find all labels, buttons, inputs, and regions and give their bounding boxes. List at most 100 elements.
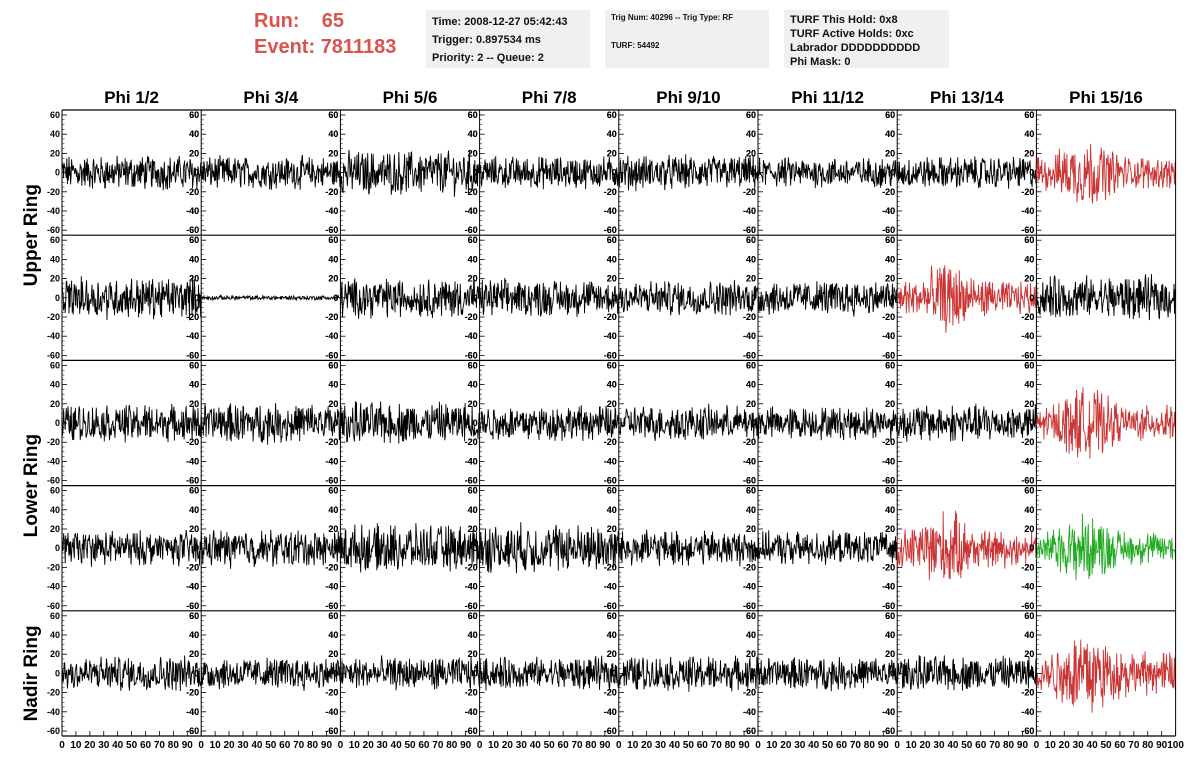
x-tick-label-0-2: 20: [84, 740, 96, 751]
left-tick-label-2-2-5: -40: [325, 456, 338, 466]
right-tick-label-4-4-1: 40: [746, 630, 756, 640]
right-tick-label-0-2-1: 40: [468, 129, 478, 139]
x-tick-label-5-4: 40: [808, 740, 820, 751]
right-tick-label-0-5-5: -40: [882, 206, 895, 216]
left-tick-label-1-4-1: 40: [607, 254, 617, 264]
left-tick-label-0-5-6: -60: [743, 225, 756, 235]
x-tick-label-0-8: 80: [168, 740, 180, 751]
left-tick-label-3-0-3: 0: [55, 543, 60, 553]
right-tick-label-3-4-6: -60: [743, 601, 756, 611]
x-tick-label-6-4: 40: [947, 740, 959, 751]
right-tick-label-2-3-2: 20: [607, 399, 617, 409]
left-tick-label-4-5-4: -20: [743, 688, 756, 698]
left-tick-label-0-4-4: -20: [604, 187, 617, 197]
right-tick-label-0-6-5: -40: [1021, 206, 1034, 216]
left-tick-label-2-5-5: -40: [743, 456, 756, 466]
left-tick-label-4-3-1: 40: [468, 630, 478, 640]
right-tick-label-3-6-0: 60: [1024, 486, 1034, 496]
right-tick-label-3-1-5: -40: [325, 582, 338, 592]
left-tick-label-3-6-2: 20: [885, 524, 895, 534]
right-tick-label-2-4-4: -20: [743, 437, 756, 447]
x-tick-label-6-5: 50: [961, 740, 973, 751]
right-tick-label-3-0-4: -20: [186, 562, 199, 572]
x-tick-label-0-3: 30: [98, 740, 110, 751]
left-tick-label-0-4-0: 60: [607, 110, 617, 120]
waveform-3-5: [757, 530, 898, 565]
left-tick-label-1-7-6: -60: [1021, 350, 1034, 360]
right-tick-label-2-2-2: 20: [468, 399, 478, 409]
right-tick-label-1-2-6: -60: [465, 350, 478, 360]
right-tick-label-2-2-3: 0: [473, 418, 478, 428]
left-tick-label-0-3-2: 20: [468, 148, 478, 158]
left-tick-label-3-4-3: 0: [612, 543, 617, 553]
x-tick-label-7-5: 50: [1100, 740, 1112, 751]
left-tick-label-1-0-0: 60: [50, 235, 60, 245]
left-tick-label-2-7-3: 0: [1029, 418, 1034, 428]
x-tick-label-3-3: 30: [516, 740, 528, 751]
right-tick-label-4-2-1: 40: [468, 630, 478, 640]
x-tick-label-5-1: 10: [766, 740, 778, 751]
left-tick-label-4-7-4: -20: [1021, 688, 1034, 698]
right-tick-label-0-3-2: 20: [607, 148, 617, 158]
left-tick-label-1-5-4: -20: [743, 312, 756, 322]
left-tick-label-1-1-3: 0: [194, 293, 199, 303]
right-tick-label-1-6-0: 60: [1024, 235, 1034, 245]
left-tick-label-1-6-4: -20: [882, 312, 895, 322]
left-tick-label-1-7-5: -40: [1021, 331, 1034, 341]
right-tick-label-1-1-5: -40: [325, 331, 338, 341]
left-tick-label-1-6-0: 60: [885, 235, 895, 245]
right-tick-label-0-0-4: -20: [186, 187, 199, 197]
left-tick-label-2-0-6: -60: [47, 476, 60, 486]
left-tick-label-0-2-5: -40: [325, 206, 338, 216]
right-tick-label-3-6-5: -40: [1021, 582, 1034, 592]
x-tick-label-5-3: 30: [794, 740, 806, 751]
left-tick-label-3-6-3: 0: [890, 543, 895, 553]
x-tick-label-7-10: 100: [1167, 740, 1184, 751]
left-tick-label-0-0-6: -60: [47, 225, 60, 235]
left-tick-label-0-5-1: 40: [746, 129, 756, 139]
left-tick-label-3-3-3: 0: [473, 543, 478, 553]
left-tick-label-2-6-0: 60: [885, 360, 895, 370]
left-tick-label-0-7-2: 20: [1024, 148, 1034, 158]
right-tick-label-0-2-0: 60: [468, 110, 478, 120]
left-tick-label-1-7-4: -20: [1021, 312, 1034, 322]
left-tick-label-4-0-4: -20: [47, 688, 60, 698]
right-tick-label-2-4-0: 60: [746, 360, 756, 370]
left-tick-label-3-0-6: -60: [47, 601, 60, 611]
waveform-1-3: [479, 277, 620, 318]
right-tick-label-4-4-4: -20: [743, 688, 756, 698]
left-tick-label-2-7-6: -60: [1021, 476, 1034, 486]
left-tick-label-1-2-5: -40: [325, 331, 338, 341]
left-tick-label-0-5-4: -20: [743, 187, 756, 197]
left-tick-label-1-1-2: 20: [189, 274, 199, 284]
event-value: 7811183: [320, 36, 397, 58]
x-tick-label-6-7: 70: [989, 740, 1001, 751]
right-tick-label-1-0-5: -40: [186, 331, 199, 341]
waveform-1-6: [896, 265, 1037, 333]
left-tick-label-4-3-6: -60: [465, 726, 478, 736]
waveform-0-4: [618, 154, 759, 192]
left-tick-label-1-2-1: 40: [328, 254, 338, 264]
left-tick-label-0-0-3: 0: [55, 168, 60, 178]
right-tick-label-0-2-4: -20: [465, 187, 478, 197]
left-tick-label-2-5-2: 20: [746, 399, 756, 409]
waveform-2-7: [1035, 387, 1177, 459]
left-tick-label-0-1-0: 60: [189, 110, 199, 120]
waveform-4-6: [896, 655, 1037, 691]
waveform-3-0: [61, 529, 202, 567]
left-tick-label-3-6-0: 60: [885, 486, 895, 496]
left-tick-label-2-0-4: -20: [47, 437, 60, 447]
right-tick-label-1-1-6: -60: [325, 350, 338, 360]
left-tick-label-1-1-6: -60: [186, 350, 199, 360]
right-tick-label-2-3-5: -40: [604, 456, 617, 466]
left-tick-label-0-0-2: 20: [50, 148, 60, 158]
left-tick-label-3-3-4: -20: [465, 562, 478, 572]
waveform-2-6: [896, 403, 1037, 442]
right-tick-label-4-3-3: 0: [612, 668, 617, 678]
right-tick-label-4-6-4: -20: [1021, 688, 1034, 698]
x-tick-label-0-4: 40: [112, 740, 124, 751]
right-tick-label-4-2-5: -40: [465, 707, 478, 717]
left-tick-label-3-3-0: 60: [468, 486, 478, 496]
left-tick-label-0-3-1: 40: [468, 129, 478, 139]
left-tick-label-2-7-0: 60: [1024, 360, 1034, 370]
